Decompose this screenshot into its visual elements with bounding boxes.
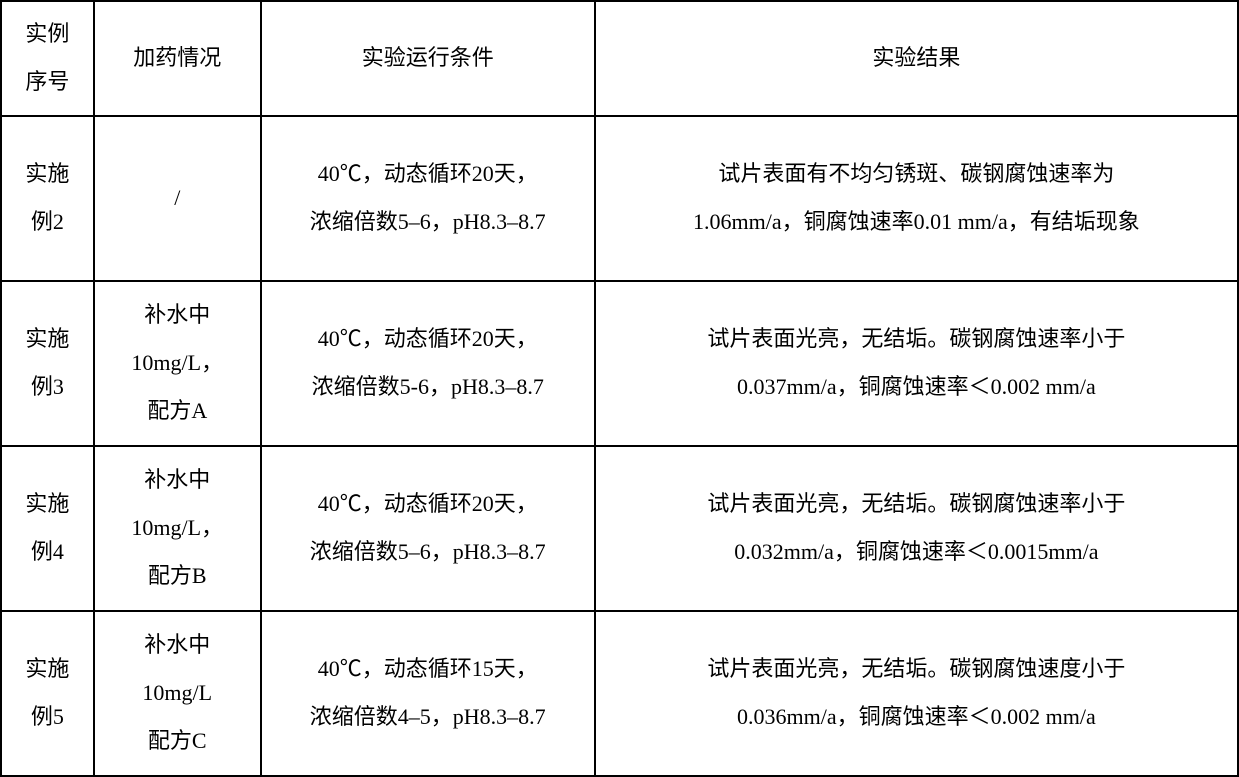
cell-seq: 实施例3 [1,281,94,446]
cell-seq: 实施例2 [1,116,94,281]
cell-seq: 实施例5 [1,611,94,776]
cell-dosing: 补水中10mg/L，配方B [94,446,261,611]
cell-conditions: 40℃，动态循环20天，浓缩倍数5–6，pH8.3–8.7 [261,446,595,611]
cell-result: 试片表面光亮，无结垢。碳钢腐蚀速度小于0.036mm/a，铜腐蚀速率＜0.002… [595,611,1238,776]
table-header-row: 实例序号 加药情况 实验运行条件 实验结果 [1,1,1238,116]
table-row: 实施例2 / 40℃，动态循环20天，浓缩倍数5–6，pH8.3–8.7 试片表… [1,116,1238,281]
experiment-table: 实例序号 加药情况 实验运行条件 实验结果 实施例2 / 40℃，动态循环20天… [0,0,1239,777]
cell-conditions: 40℃，动态循环20天，浓缩倍数5-6，pH8.3–8.7 [261,281,595,446]
col-header-dosing: 加药情况 [94,1,261,116]
cell-conditions: 40℃，动态循环15天，浓缩倍数4–5，pH8.3–8.7 [261,611,595,776]
table-row: 实施例3 补水中10mg/L，配方A 40℃，动态循环20天，浓缩倍数5-6，p… [1,281,1238,446]
col-header-conditions: 实验运行条件 [261,1,595,116]
cell-result: 试片表面光亮，无结垢。碳钢腐蚀速率小于0.032mm/a，铜腐蚀速率＜0.001… [595,446,1238,611]
cell-conditions: 40℃，动态循环20天，浓缩倍数5–6，pH8.3–8.7 [261,116,595,281]
cell-dosing: 补水中10mg/L，配方A [94,281,261,446]
cell-seq: 实施例4 [1,446,94,611]
col-header-seq: 实例序号 [1,1,94,116]
cell-dosing: / [94,116,261,281]
table-row: 实施例4 补水中10mg/L，配方B 40℃，动态循环20天，浓缩倍数5–6，p… [1,446,1238,611]
col-header-result: 实验结果 [595,1,1238,116]
cell-dosing: 补水中10mg/L配方C [94,611,261,776]
table-row: 实施例5 补水中10mg/L配方C 40℃，动态循环15天，浓缩倍数4–5，pH… [1,611,1238,776]
cell-result: 试片表面有不均匀锈斑、碳钢腐蚀速率为1.06mm/a，铜腐蚀速率0.01 mm/… [595,116,1238,281]
cell-result: 试片表面光亮，无结垢。碳钢腐蚀速率小于0.037mm/a，铜腐蚀速率＜0.002… [595,281,1238,446]
